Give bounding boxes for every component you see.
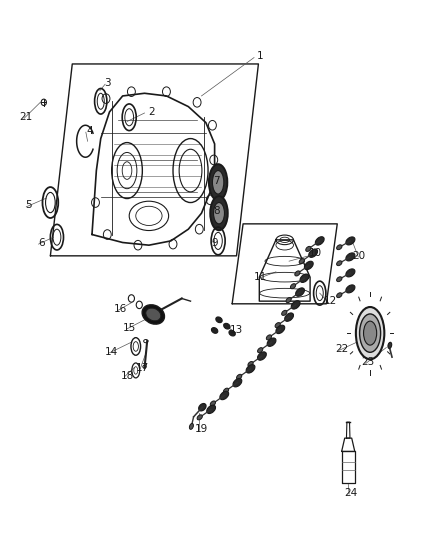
Ellipse shape [207,405,215,414]
Text: 12: 12 [324,296,337,306]
Text: 19: 19 [195,424,208,434]
Ellipse shape [285,313,293,321]
Text: 3: 3 [104,78,111,87]
Ellipse shape [212,328,218,333]
Ellipse shape [295,271,300,276]
Ellipse shape [286,297,291,303]
Text: 2: 2 [148,107,155,117]
Ellipse shape [246,365,255,373]
Ellipse shape [212,171,224,194]
Text: 15: 15 [123,323,136,333]
Ellipse shape [266,335,272,340]
Text: 17: 17 [136,363,149,373]
Ellipse shape [300,274,309,282]
Ellipse shape [290,284,296,289]
Ellipse shape [146,308,161,321]
Text: 10: 10 [309,248,322,258]
Text: 20: 20 [353,251,366,261]
Ellipse shape [209,164,227,200]
Ellipse shape [233,378,242,387]
Text: 13: 13 [230,326,243,335]
Text: 9: 9 [211,238,218,247]
Ellipse shape [199,403,206,411]
Ellipse shape [248,361,253,367]
Ellipse shape [267,338,276,346]
Ellipse shape [258,352,266,360]
Ellipse shape [224,324,230,329]
Ellipse shape [336,293,342,297]
Ellipse shape [276,325,285,334]
Text: 14: 14 [105,347,118,357]
Text: 7: 7 [213,176,220,186]
Ellipse shape [210,401,215,406]
Ellipse shape [306,246,311,252]
Ellipse shape [216,317,222,322]
Text: 6: 6 [38,238,45,247]
Ellipse shape [189,423,194,430]
Ellipse shape [346,253,355,261]
Text: 23: 23 [361,358,374,367]
Text: 16: 16 [114,304,127,314]
Ellipse shape [223,388,229,393]
Ellipse shape [237,374,242,379]
Ellipse shape [291,301,300,309]
Ellipse shape [296,288,304,296]
Text: 4: 4 [86,126,93,135]
Ellipse shape [142,305,165,324]
Ellipse shape [275,322,280,328]
Ellipse shape [388,342,392,349]
Text: 8: 8 [213,206,220,215]
Ellipse shape [346,269,355,277]
Ellipse shape [336,277,342,281]
Ellipse shape [336,245,342,249]
Ellipse shape [364,321,377,345]
Ellipse shape [309,249,318,257]
Text: 11: 11 [254,272,267,282]
Ellipse shape [315,237,324,245]
Ellipse shape [282,310,287,316]
Text: 24: 24 [344,488,357,498]
Text: 5: 5 [25,200,32,210]
Text: 21: 21 [20,112,33,122]
Ellipse shape [336,261,342,265]
Text: 18: 18 [120,371,134,381]
Ellipse shape [346,237,355,245]
Ellipse shape [304,261,313,270]
Ellipse shape [299,259,304,264]
Ellipse shape [214,203,224,224]
Ellipse shape [356,307,385,359]
Ellipse shape [197,415,202,420]
Ellipse shape [220,391,229,400]
Text: 22: 22 [335,344,348,354]
Ellipse shape [210,196,228,230]
Text: 1: 1 [257,51,264,61]
Ellipse shape [258,348,263,353]
Ellipse shape [229,330,235,336]
Ellipse shape [360,314,381,352]
Ellipse shape [346,285,355,293]
